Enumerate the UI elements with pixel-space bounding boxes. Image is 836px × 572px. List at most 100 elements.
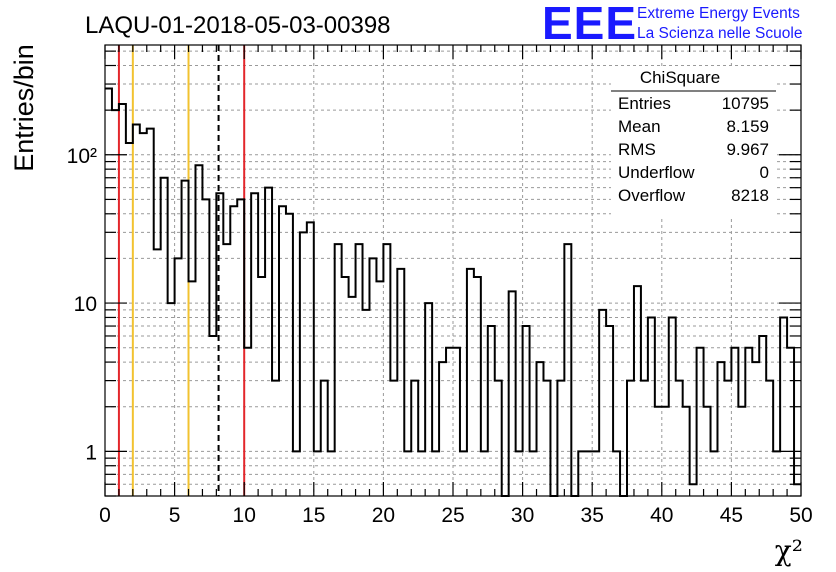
histogram-bin bbox=[467, 269, 474, 496]
histogram-bin bbox=[216, 193, 223, 496]
histogram-bin bbox=[439, 362, 446, 496]
histogram-bin bbox=[766, 381, 773, 496]
histogram-bin bbox=[189, 281, 196, 496]
histogram-bin bbox=[752, 362, 759, 496]
histogram-bin bbox=[690, 484, 697, 496]
histogram-bin bbox=[328, 451, 335, 496]
histogram-bin bbox=[265, 188, 272, 496]
x-tick-label: 40 bbox=[650, 504, 673, 527]
histogram-bin bbox=[724, 381, 731, 496]
histogram-bin bbox=[717, 362, 724, 496]
histogram-bin bbox=[557, 381, 564, 496]
histogram-bin bbox=[363, 310, 370, 496]
histogram-bin bbox=[376, 281, 383, 496]
stats-value-mean: 8.159 bbox=[726, 117, 769, 136]
histogram-bin bbox=[168, 303, 175, 496]
histogram-bin bbox=[460, 451, 467, 496]
x-tick-label: 0 bbox=[99, 504, 111, 527]
histogram-bin bbox=[258, 277, 265, 496]
histogram-bin bbox=[272, 381, 279, 496]
histogram-bin bbox=[425, 303, 432, 496]
histogram-bin bbox=[704, 407, 711, 496]
histogram-bin bbox=[523, 326, 530, 496]
stats-value-entries: 10795 bbox=[722, 94, 769, 113]
histogram-bin bbox=[662, 407, 669, 496]
histogram-bin bbox=[655, 407, 662, 496]
histogram-bin bbox=[404, 451, 411, 496]
stats-label-overflow: Overflow bbox=[618, 186, 686, 205]
histogram-bin bbox=[453, 348, 460, 496]
histogram-bin bbox=[335, 244, 342, 496]
histogram bbox=[105, 87, 801, 497]
histogram-bin bbox=[411, 381, 418, 496]
histogram-bin bbox=[223, 244, 230, 496]
histogram-bin bbox=[119, 104, 126, 496]
histogram-bin bbox=[126, 143, 133, 496]
histogram-bin bbox=[599, 310, 606, 496]
x-tick-label: 20 bbox=[372, 504, 395, 527]
histogram-bin bbox=[349, 297, 356, 496]
x-tick-label: 30 bbox=[511, 504, 534, 527]
eee-logo-mark: EEE bbox=[542, 0, 637, 49]
histogram-bin bbox=[293, 451, 300, 496]
histogram-bin bbox=[509, 291, 516, 496]
histogram-bin bbox=[244, 348, 251, 496]
histogram-bin bbox=[321, 381, 328, 496]
histogram-bin bbox=[182, 181, 189, 496]
histogram-bin bbox=[495, 381, 502, 496]
stats-title: ChiSquare bbox=[640, 68, 720, 87]
histogram-bin bbox=[432, 451, 439, 496]
histogram-bin bbox=[202, 199, 209, 496]
histogram-bin bbox=[481, 451, 488, 496]
histogram-bin bbox=[648, 317, 655, 496]
histogram-bin bbox=[286, 214, 293, 496]
histogram-bin bbox=[369, 258, 376, 496]
histogram-bin bbox=[627, 381, 634, 496]
histogram-bin bbox=[641, 381, 648, 496]
x-tick-label: 45 bbox=[720, 504, 743, 527]
histogram-bin bbox=[773, 451, 780, 496]
histogram-bin bbox=[147, 129, 154, 496]
histogram-outline bbox=[105, 87, 801, 497]
histogram-bin bbox=[161, 178, 168, 496]
histogram-bin bbox=[300, 232, 307, 496]
histogram-bin bbox=[390, 381, 397, 496]
histogram-bin bbox=[397, 269, 404, 496]
stats-label-entries: Entries bbox=[618, 94, 671, 113]
x-axis-title: χ² bbox=[775, 534, 803, 567]
histogram-bin bbox=[230, 206, 237, 496]
eee-logo-line2: La Scienza nelle Scuole bbox=[637, 25, 802, 42]
histogram-bin bbox=[195, 165, 202, 496]
axis-ticks bbox=[104, 45, 802, 497]
y-tick-label: 10² bbox=[67, 145, 97, 168]
histogram-bin bbox=[794, 484, 801, 496]
y-tick-label: 1 bbox=[85, 441, 97, 464]
histogram-bin bbox=[759, 336, 766, 496]
histogram-bin bbox=[154, 249, 161, 496]
histogram-bin bbox=[711, 451, 718, 496]
histogram-bin bbox=[669, 317, 676, 496]
eee-logo-line1: Extreme Energy Events bbox=[637, 5, 800, 22]
x-tick-label: 35 bbox=[581, 504, 604, 527]
histogram-bin bbox=[585, 451, 592, 496]
histogram-bin bbox=[307, 222, 314, 496]
y-axis-title: Entries/bin bbox=[9, 44, 39, 172]
histogram-bin bbox=[683, 407, 690, 496]
histogram-bin bbox=[418, 451, 425, 496]
histogram-bin bbox=[578, 451, 585, 496]
stats-label-rms: RMS bbox=[618, 140, 656, 159]
x-tick-label: 25 bbox=[441, 504, 464, 527]
stats-box: ChiSquare Entries 10795 Mean 8.159 RMS 9… bbox=[611, 66, 776, 216]
histogram-bin bbox=[592, 451, 599, 496]
histogram-bin bbox=[738, 407, 745, 496]
histogram-bin bbox=[745, 348, 752, 496]
histogram-bin bbox=[537, 362, 544, 496]
histogram-bin bbox=[634, 286, 641, 496]
histogram-bin bbox=[613, 451, 620, 496]
histogram-bin bbox=[133, 125, 140, 496]
histogram-bin bbox=[175, 258, 182, 496]
histogram-bin bbox=[356, 244, 363, 496]
stats-value-underflow: 0 bbox=[760, 163, 769, 182]
histogram-bin bbox=[237, 199, 244, 496]
